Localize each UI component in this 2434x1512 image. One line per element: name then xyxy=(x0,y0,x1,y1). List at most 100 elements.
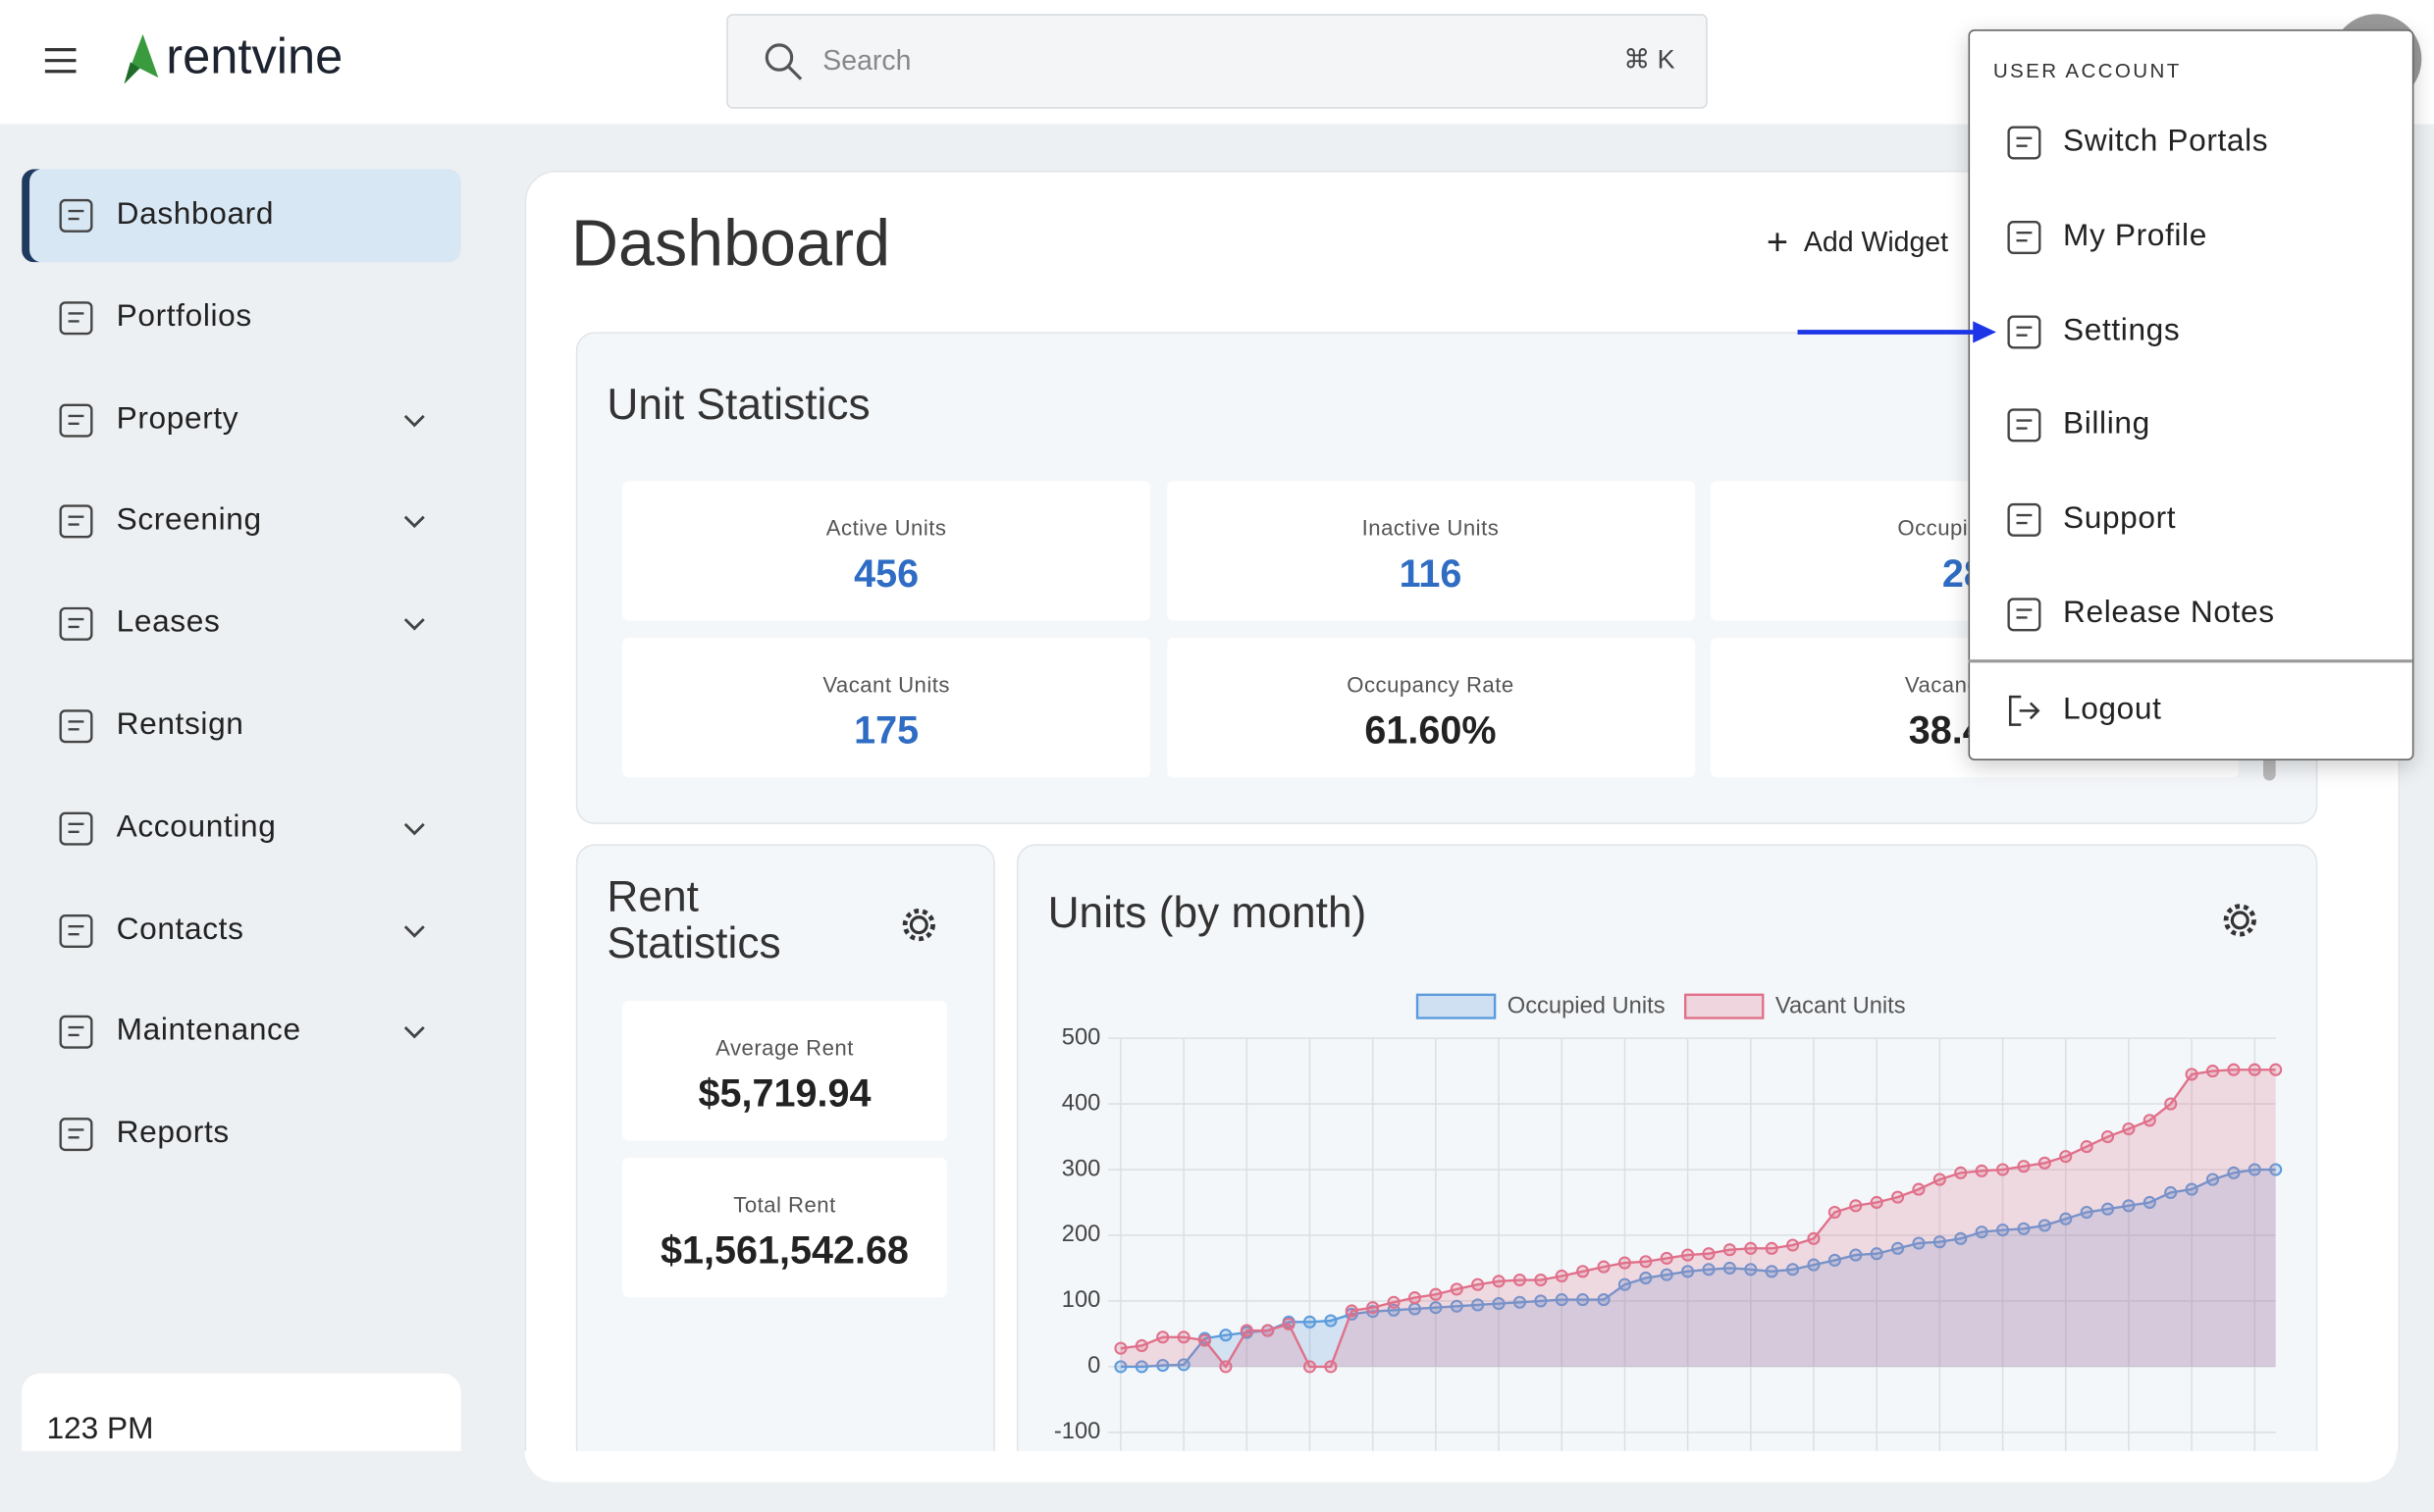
data-point xyxy=(1429,1301,1443,1315)
data-point xyxy=(1890,1190,1905,1204)
data-point xyxy=(2205,1065,2220,1078)
data-point xyxy=(1512,1295,1527,1309)
series-line xyxy=(1120,1069,2276,1369)
search-icon xyxy=(765,43,803,80)
data-point xyxy=(1240,1324,1253,1337)
data-point xyxy=(2059,1150,2073,1164)
data-point xyxy=(1744,1263,1758,1277)
legend-label: Occupied Units xyxy=(1508,994,1666,1019)
data-point xyxy=(1827,1253,1841,1267)
menu-item[interactable]: Settings xyxy=(2062,312,2181,347)
data-point xyxy=(1177,1330,1191,1344)
menu-item[interactable]: Logout xyxy=(2062,692,2162,727)
data-point xyxy=(2037,1156,2051,1170)
stat-value: 456 xyxy=(854,552,920,597)
stat-label: Average Rent xyxy=(715,1034,854,1061)
data-point xyxy=(2037,1219,2051,1232)
nav-item[interactable] xyxy=(22,169,461,263)
data-point xyxy=(1512,1273,1527,1287)
data-point xyxy=(1450,1299,1463,1313)
stat-label: Active Units xyxy=(825,515,947,541)
data-point xyxy=(1282,1317,1296,1330)
data-point xyxy=(1555,1293,1568,1307)
page-title: Dashboard xyxy=(571,206,891,280)
chevron[interactable] xyxy=(402,921,427,940)
nav-icon xyxy=(59,709,93,744)
menu-item[interactable]: Release Notes xyxy=(2062,596,2275,631)
data-point xyxy=(1407,1291,1422,1305)
user-menu xyxy=(1968,29,2414,760)
data-point xyxy=(1954,1231,1968,1245)
nav-label: Maintenance xyxy=(116,1014,301,1049)
data-point xyxy=(1912,1182,1926,1196)
data-point xyxy=(2227,1166,2241,1179)
nav-icon xyxy=(59,505,93,540)
shortcut: ⌘ K xyxy=(1623,44,1675,75)
data-point xyxy=(1471,1298,1485,1312)
data-point xyxy=(1471,1277,1485,1291)
data-point xyxy=(1870,1247,1883,1261)
data-point xyxy=(1597,1260,1611,1274)
stat-tile: Average Rent $5,719.94 xyxy=(622,1001,947,1141)
data-point xyxy=(1765,1265,1778,1278)
search-box[interactable]: Search ⌘ K xyxy=(726,14,1708,109)
data-point xyxy=(1366,1301,1380,1315)
menu-button[interactable] xyxy=(40,43,80,78)
data-point xyxy=(1849,1199,1863,1213)
data-point xyxy=(1450,1282,1463,1296)
menu-item[interactable]: My Profile xyxy=(2062,218,2207,253)
rent-stats-panel xyxy=(575,844,995,1469)
legend-swatch xyxy=(1683,993,1765,1019)
legend-label: Vacant Units xyxy=(1775,994,1906,1019)
chart: Units (by month) -100 0 100 200 300 400 500 Occ… xyxy=(1048,889,2283,1451)
data-point xyxy=(1702,1263,1716,1277)
stat-tile: Occupancy Rate 61.60% xyxy=(1166,638,1695,778)
data-point xyxy=(1932,1235,1946,1249)
stat-label: Occupancy Rate xyxy=(1347,671,1514,698)
annotation-arrow xyxy=(1797,321,1996,343)
settings-gear[interactable] xyxy=(2220,900,2260,940)
data-point xyxy=(1197,1333,1212,1347)
data-point xyxy=(1722,1243,1736,1257)
y-tick-label: 200 xyxy=(1062,1222,1101,1247)
data-point xyxy=(2100,1202,2115,1216)
chevron[interactable] xyxy=(402,819,427,838)
stat-label: Total Rent xyxy=(733,1191,836,1217)
settings-gear[interactable] xyxy=(899,905,939,945)
stat-tile: Active Units 456 xyxy=(622,481,1150,621)
menu-item[interactable]: Switch Portals xyxy=(2062,124,2269,159)
data-point xyxy=(1114,1360,1128,1374)
main-panel-bottom xyxy=(524,1450,2398,1483)
chevron[interactable] xyxy=(402,1023,427,1042)
chevron[interactable] xyxy=(402,615,427,634)
footer-text: 123 PM xyxy=(46,1412,154,1447)
data-point xyxy=(2017,1160,2031,1173)
stat-value: $5,719.94 xyxy=(698,1071,872,1117)
nav-icon xyxy=(59,1118,93,1152)
chevron[interactable] xyxy=(402,513,427,532)
data-point xyxy=(1576,1265,1590,1278)
nav-label: Property xyxy=(116,400,239,436)
menu-item[interactable]: Billing xyxy=(2062,407,2150,442)
data-point xyxy=(1849,1248,1863,1262)
data-point xyxy=(2185,1182,2198,1196)
data-point xyxy=(2122,1121,2136,1136)
data-point xyxy=(1639,1255,1653,1269)
chevron[interactable] xyxy=(402,410,427,429)
data-point xyxy=(2059,1212,2073,1225)
chart-title: Units (by month) xyxy=(1048,889,1367,937)
data-point xyxy=(2269,1063,2283,1076)
y-tick-label: 0 xyxy=(1087,1353,1100,1379)
menu-divider xyxy=(1968,659,2412,663)
data-point xyxy=(1954,1166,1968,1179)
add-widget-label: Add Widget xyxy=(1803,226,1949,258)
y-tick-label: 100 xyxy=(1062,1287,1101,1313)
data-point xyxy=(1975,1164,1988,1177)
data-point xyxy=(1995,1224,2010,1237)
legend-swatch xyxy=(1415,993,1497,1019)
logo-mark xyxy=(124,33,159,84)
menu-item[interactable]: Support xyxy=(2062,501,2177,536)
add-widget[interactable]: + Add Widget xyxy=(1766,222,1949,264)
